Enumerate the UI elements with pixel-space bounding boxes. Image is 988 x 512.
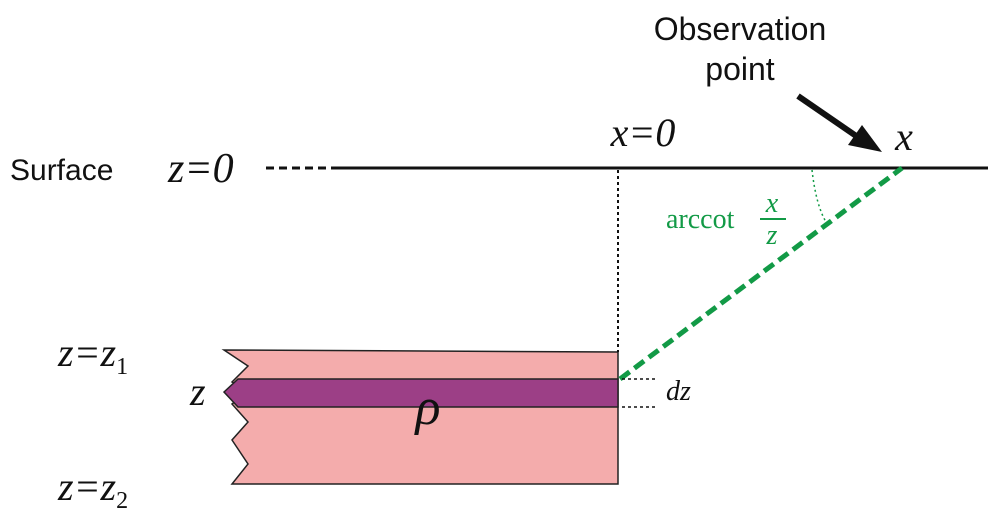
- surface-label: Surface: [10, 154, 113, 187]
- x-origin-label: x=0: [610, 110, 676, 155]
- top-depth-label: z=z1: [57, 330, 128, 380]
- observation-arrow-head: [848, 125, 882, 152]
- top-depth-sub: 1: [116, 354, 128, 380]
- bottom-depth-label: z=z2: [57, 464, 128, 512]
- bottom-depth-sub: 2: [116, 488, 128, 512]
- angle-arc: [811, 169, 827, 223]
- bottom-depth-var: z=z: [57, 464, 117, 509]
- observation-label-line2: point: [705, 51, 775, 87]
- top-depth-var: z=z: [57, 330, 117, 375]
- angle-denominator: z: [766, 220, 778, 251]
- density-label: ρ: [414, 379, 441, 436]
- angle-line: [618, 165, 904, 382]
- x-point-label: x: [894, 114, 913, 159]
- layer-depth-label: z: [189, 369, 206, 414]
- thin-layer: [222, 378, 619, 408]
- observation-label-line1: Observation: [654, 11, 827, 47]
- angle-numerator: x: [765, 188, 779, 219]
- angle-function-label: arccot: [666, 204, 735, 235]
- thickness-label: dz: [666, 376, 691, 407]
- surface-z-label: z=0: [167, 146, 234, 192]
- observation-arrow-shaft: [796, 93, 864, 143]
